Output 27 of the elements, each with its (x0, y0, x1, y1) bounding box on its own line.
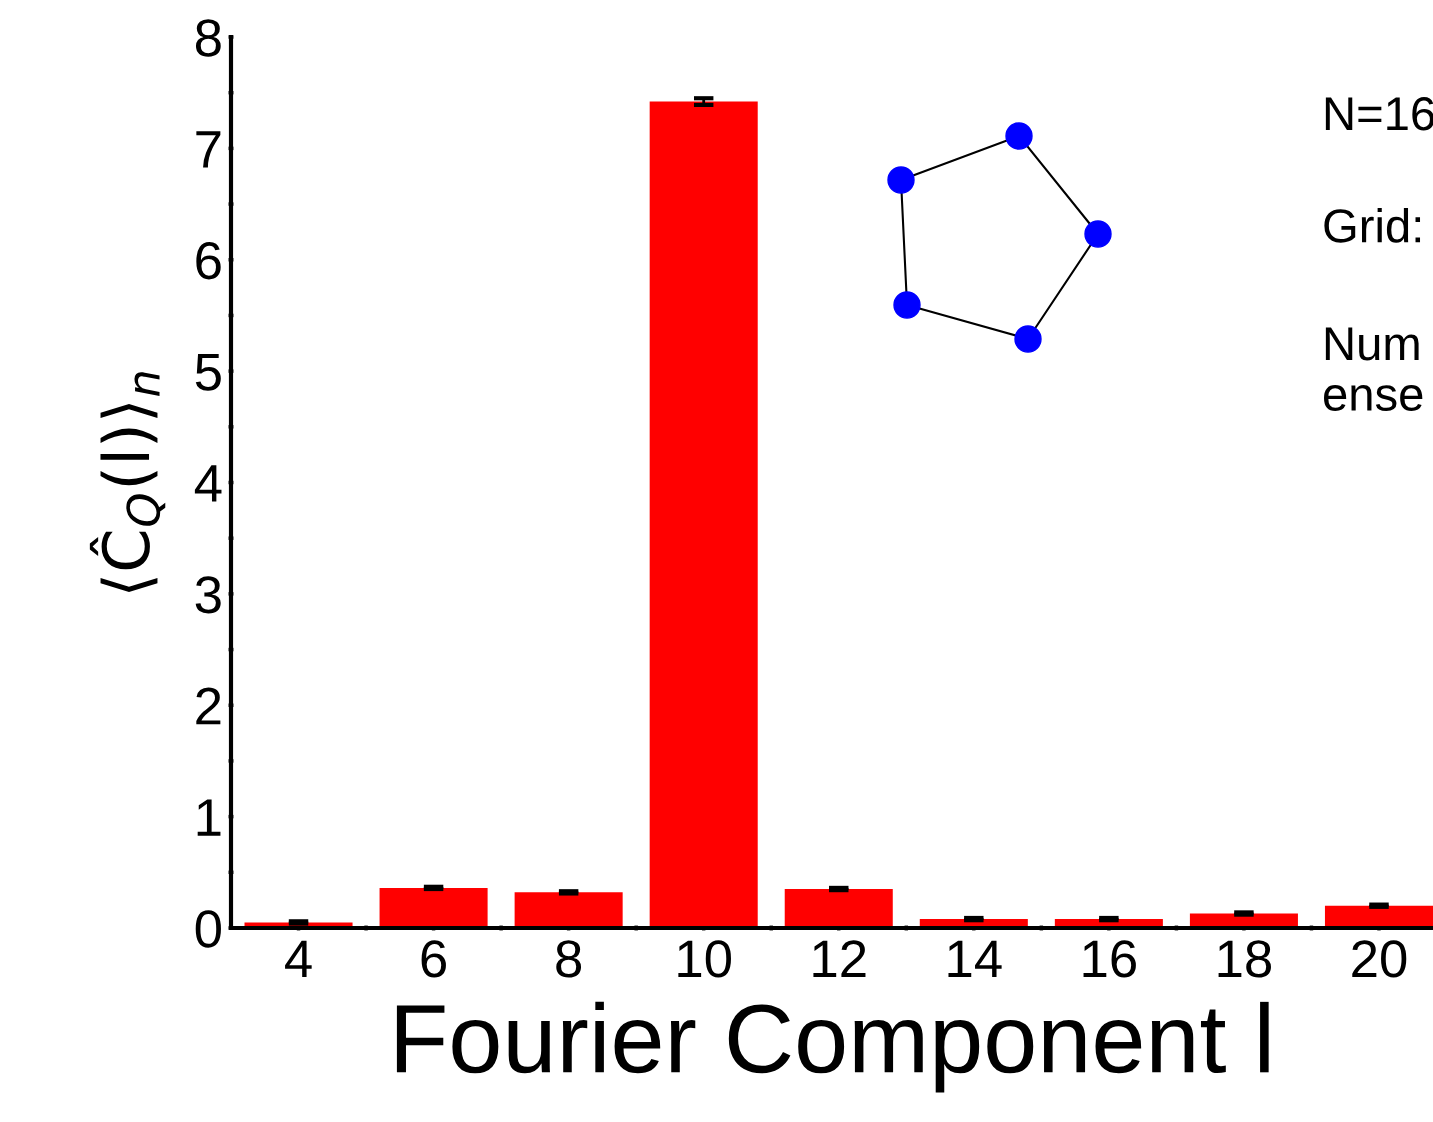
y-axis-title: ⟨Ĉ$_{Q}$(l)⟩$_{n}$ (89, 372, 166, 593)
y-tick-label: 3 (195, 576, 221, 614)
y-tick-label: 5 (195, 353, 221, 391)
x-tick-label: 14 (948, 940, 1002, 978)
x-axis-title: Fourier Component l (396, 1001, 1269, 1093)
x-tick-label: 20 (1352, 940, 1407, 978)
annotation: ense (1324, 385, 1423, 411)
x-tick-label: 8 (556, 940, 582, 978)
y-tick-label: 6 (196, 242, 221, 280)
bar (649, 101, 758, 928)
bar (514, 892, 623, 928)
y-tick-label: 0 (195, 910, 221, 948)
x-tick-label: 4 (285, 940, 312, 978)
x-tick-label: 6 (421, 940, 446, 978)
y-tick-label: 8 (195, 19, 221, 57)
x-tick-label: 12 (813, 940, 866, 978)
y-tick-label: 4 (194, 465, 222, 502)
bar (379, 887, 488, 928)
y-tick-label: 2 (196, 687, 221, 725)
y-tick-label: 7 (196, 131, 221, 168)
annotation: Num (1325, 327, 1419, 361)
y-tick-label: 1 (197, 799, 221, 836)
bar (784, 889, 893, 928)
annotation: Grid: (1324, 208, 1421, 243)
x-tick-label: 16 (1083, 940, 1136, 978)
x-tick-label: 10 (678, 940, 731, 978)
x-tick-label: 18 (1218, 940, 1271, 978)
